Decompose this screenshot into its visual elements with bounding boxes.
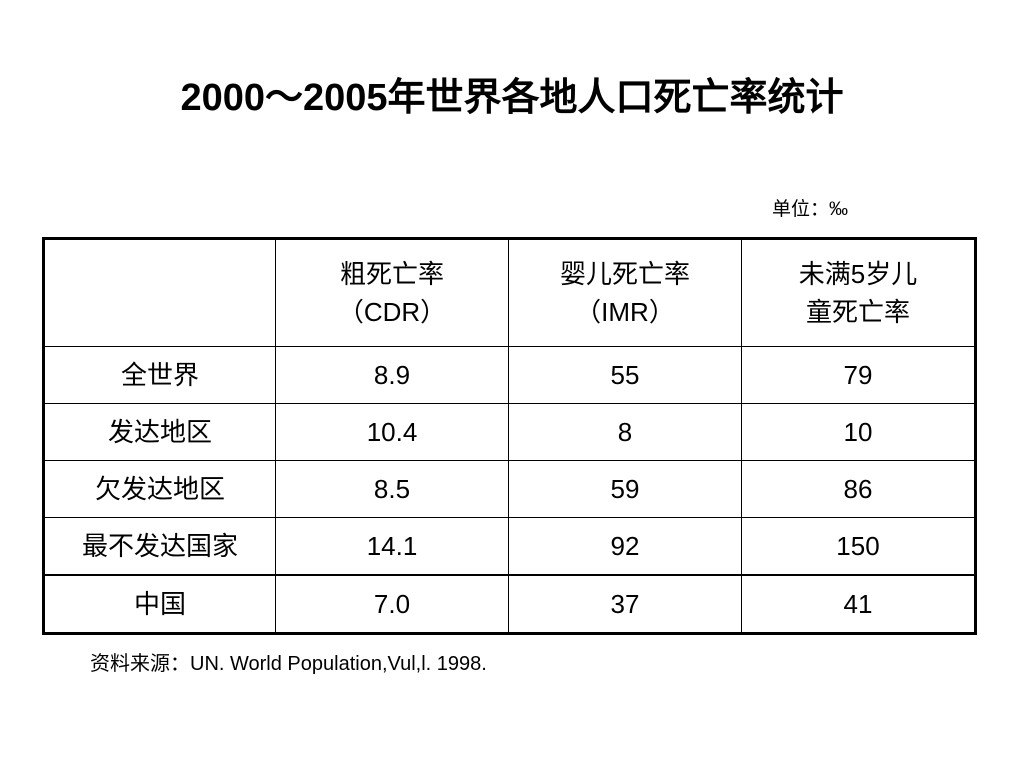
- imr-cell: 37: [508, 574, 742, 634]
- cdr-cell: 14.1: [275, 517, 509, 576]
- cdr-cell: 8.5: [275, 460, 509, 518]
- under5-cell: 41: [741, 574, 976, 634]
- header-imr-line1: 婴儿死亡率: [559, 259, 690, 289]
- imr-cell: 59: [508, 460, 742, 518]
- table-row: 最不发达国家 14.1 92 150: [43, 517, 976, 576]
- imr-cell: 92: [508, 517, 742, 576]
- table-header-row: 粗死亡率 （CDR） 婴儿死亡率 （IMR） 未满5岁儿 童死亡率: [43, 238, 976, 347]
- imr-cell: 8: [508, 403, 742, 461]
- header-corner-cell: [43, 238, 276, 347]
- header-cdr-line2: （CDR）: [337, 297, 447, 327]
- header-under5: 未满5岁儿 童死亡率: [741, 238, 976, 347]
- table-row: 欠发达地区 8.5 59 86: [43, 460, 976, 518]
- table-row: 全世界 8.9 55 79: [43, 346, 976, 404]
- header-imr-line2: （IMR）: [575, 297, 675, 327]
- header-under5-line1: 未满5岁儿: [798, 259, 918, 289]
- under5-cell: 86: [741, 460, 976, 518]
- header-cdr: 粗死亡率 （CDR）: [275, 238, 509, 347]
- under5-cell: 79: [741, 346, 976, 404]
- cdr-cell: 8.9: [275, 346, 509, 404]
- cdr-cell: 7.0: [275, 574, 509, 634]
- row-label: 发达地区: [43, 403, 276, 461]
- header-cdr-line1: 粗死亡率: [339, 259, 444, 289]
- imr-cell: 55: [508, 346, 742, 404]
- slide-title: 2000～2005年世界各地人口死亡率统计: [180, 77, 844, 119]
- source-note: 资料来源：UN. World Population,Vul,l. 1998.: [90, 653, 487, 675]
- unit-label: 单位：‰: [772, 199, 849, 220]
- row-label: 中国: [43, 574, 276, 634]
- under5-cell: 150: [741, 517, 976, 576]
- row-label: 全世界: [43, 346, 276, 404]
- header-imr: 婴儿死亡率 （IMR）: [508, 238, 742, 347]
- row-label: 最不发达国家: [43, 517, 276, 576]
- table-row: 中国 7.0 37 41: [43, 574, 976, 634]
- cdr-cell: 10.4: [275, 403, 509, 461]
- row-label: 欠发达地区: [43, 460, 276, 518]
- under5-cell: 10: [741, 403, 976, 461]
- mortality-table: 粗死亡率 （CDR） 婴儿死亡率 （IMR） 未满5岁儿 童死亡率 全世界 8.…: [42, 237, 977, 635]
- header-under5-line2: 童死亡率: [805, 297, 910, 327]
- table-row: 发达地区 10.4 8 10: [43, 403, 976, 461]
